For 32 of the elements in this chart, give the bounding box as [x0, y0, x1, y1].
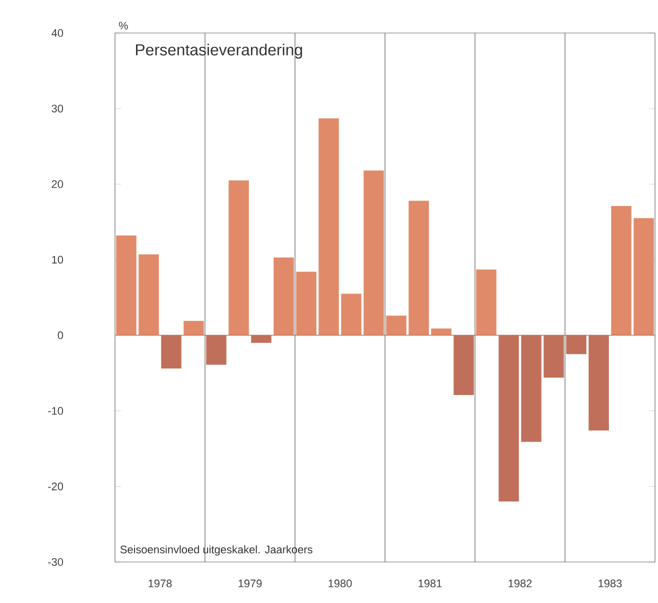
y-tick-label: -20 — [48, 482, 64, 490]
bar — [431, 328, 452, 336]
bar — [386, 316, 406, 336]
bar — [274, 257, 294, 336]
x-tick-label: 1980 — [328, 580, 352, 588]
bar — [228, 180, 249, 336]
x-tick-label: 1983 — [598, 580, 622, 588]
bar — [476, 270, 496, 336]
bar — [138, 254, 159, 336]
x-tick-label: 1982 — [508, 580, 532, 588]
y-tick-label: 30 — [52, 104, 64, 112]
y-tick-label: 40 — [52, 29, 64, 37]
bar — [341, 294, 362, 336]
bar — [116, 236, 136, 336]
y-tick-label: 10 — [52, 256, 64, 264]
bar — [611, 206, 632, 336]
bar — [364, 170, 384, 336]
bar — [408, 200, 429, 336]
bar — [634, 218, 654, 336]
y-tick-label: -30 — [48, 558, 64, 566]
bar — [184, 320, 204, 336]
y-axis-title: % — [118, 22, 128, 30]
annotation: Seisoensinvloed uitgeskakel. Jaarkoers — [120, 545, 312, 556]
y-tick-label: -10 — [48, 406, 64, 415]
bar — [318, 118, 339, 336]
text: Persentasieverandering — [136, 44, 302, 59]
y-tick-label: 20 — [52, 180, 64, 188]
x-tick-label: 1978 — [148, 580, 172, 588]
x-tick-label: 1981 — [418, 580, 442, 588]
x-tick-label: 1979 — [238, 580, 262, 588]
bar — [296, 272, 316, 336]
y-tick-label: 0 — [58, 331, 64, 340]
